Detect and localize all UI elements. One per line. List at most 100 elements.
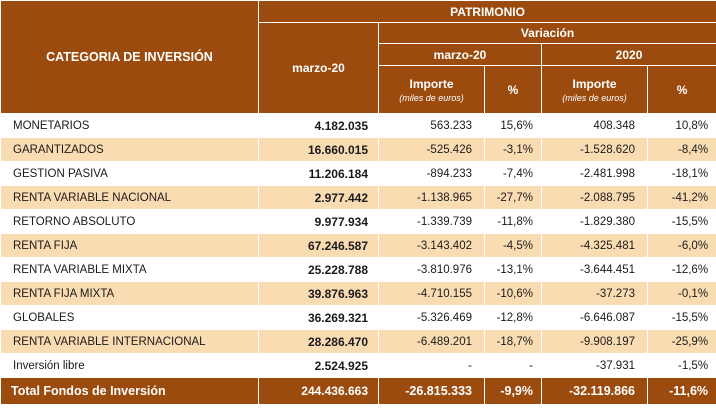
cell-pct-1: -4,5% bbox=[484, 233, 542, 258]
cell-importe-1: -1.138.965 bbox=[378, 185, 485, 210]
header-pct-marzo20: % bbox=[484, 65, 542, 114]
cell-importe-1: -894.233 bbox=[378, 161, 485, 186]
cell-pct-2: -15,5% bbox=[646, 209, 716, 234]
cell-importe-2: -37.931 bbox=[541, 353, 648, 378]
cell-importe-1: -5.326.469 bbox=[378, 305, 485, 330]
cell-importe-2: -2.481.998 bbox=[541, 161, 648, 186]
table-row: RENTA VARIABLE INTERNACIONAL 28.286.470 -6… bbox=[0, 329, 716, 354]
cell-patrimonio: 28.286.470 bbox=[258, 329, 379, 354]
cell-pct-1: - bbox=[484, 353, 542, 378]
cell-importe-1: -4.710.155 bbox=[378, 281, 485, 306]
header-categoria-inversion: CATEGORIA DE INVERSIÓN bbox=[0, 0, 259, 114]
table-row: MONETARIOS 4.182.035 563.233 15,6% 408.348 10… bbox=[0, 113, 716, 138]
header-importe-2020: Importe (miles de euros) bbox=[541, 65, 648, 114]
cell-category: RENTA VARIABLE INTERNACIONAL bbox=[0, 329, 259, 354]
cell-importe-1: -525.426 bbox=[378, 137, 485, 162]
cell-patrimonio: 11.206.184 bbox=[258, 161, 379, 186]
table-header: CATEGORIA DE INVERSIÓN PATRIMONIO marzo-… bbox=[0, 0, 716, 114]
cell-pct-2: -25,9% bbox=[646, 329, 716, 354]
cell-importe-2: -4.325.481 bbox=[541, 233, 648, 258]
cell-pct-1: -10,6% bbox=[484, 281, 542, 306]
cell-pct-2: -8,4% bbox=[646, 137, 716, 162]
total-row: Total Fondos de Inversión 244.436.663 -2… bbox=[0, 377, 716, 405]
cell-pct-2: -41,2% bbox=[646, 185, 716, 210]
cell-pct-2: -6,0% bbox=[646, 233, 716, 258]
header-variacion: Variación bbox=[377, 22, 716, 44]
cell-importe-2: 408.348 bbox=[541, 113, 648, 138]
total-importe-marzo20: -26.815.333 bbox=[378, 377, 485, 405]
cell-pct-1: -18,7% bbox=[484, 329, 542, 354]
header-importe-marzo20: Importe (miles de euros) bbox=[378, 65, 485, 114]
cell-pct-2: -1,5% bbox=[646, 353, 716, 378]
header-importe-label: Importe bbox=[572, 76, 617, 91]
header-variacion-2020: 2020 bbox=[540, 43, 716, 66]
table-row: RENTA FIJA 67.246.587 -3.143.402 -4,5% -4.32… bbox=[0, 233, 716, 258]
cell-pct-1: -7,4% bbox=[484, 161, 542, 186]
table-row: RENTA VARIABLE MIXTA 25.228.788 -3.810.976… bbox=[0, 257, 716, 282]
cell-pct-2: -18,1% bbox=[646, 161, 716, 186]
cell-patrimonio: 16.660.015 bbox=[258, 137, 379, 162]
total-importe-2020: -32.119.866 bbox=[541, 377, 648, 405]
cell-importe-1: -3.810.976 bbox=[378, 257, 485, 282]
table-row: RENTA FIJA MIXTA 39.876.963 -4.710.155 -10,… bbox=[0, 281, 716, 306]
cell-category: GLOBALES bbox=[0, 305, 259, 330]
cell-pct-1: -11,8% bbox=[484, 209, 542, 234]
header-patrimonio-marzo20: marzo-20 bbox=[258, 22, 379, 114]
cell-patrimonio: 39.876.963 bbox=[258, 281, 379, 306]
cell-category: MONETARIOS bbox=[0, 113, 259, 138]
cell-pct-2: -0,1% bbox=[646, 281, 716, 306]
cell-patrimonio: 25.228.788 bbox=[258, 257, 379, 282]
cell-category: Inversión libre bbox=[0, 353, 259, 378]
table-row: GLOBALES 36.269.321 -5.326.469 -12,8% -6.646… bbox=[0, 305, 716, 330]
cell-importe-1: 563.233 bbox=[378, 113, 485, 138]
cell-patrimonio: 36.269.321 bbox=[258, 305, 379, 330]
total-pct-marzo20: -9,9% bbox=[484, 377, 542, 405]
cell-importe-2: -9.908.197 bbox=[541, 329, 648, 354]
cell-patrimonio: 9.977.934 bbox=[258, 209, 379, 234]
table-footer: Total Fondos de Inversión 244.436.663 -2… bbox=[0, 377, 716, 405]
cell-pct-1: 15,6% bbox=[484, 113, 542, 138]
header-importe-unit: (miles de euros) bbox=[399, 92, 464, 103]
table-row: RENTA VARIABLE NACIONAL 2.977.442 -1.138.9… bbox=[0, 185, 716, 210]
cell-patrimonio: 67.246.587 bbox=[258, 233, 379, 258]
cell-importe-2: -1.829.380 bbox=[541, 209, 648, 234]
header-importe-unit: (miles de euros) bbox=[562, 92, 627, 103]
cell-pct-2: -12,6% bbox=[646, 257, 716, 282]
cell-category: RETORNO ABSOLUTO bbox=[0, 209, 259, 234]
cell-pct-1: -3,1% bbox=[484, 137, 542, 162]
cell-importe-1: - bbox=[378, 353, 485, 378]
total-pct-2020: -11,6% bbox=[646, 377, 716, 405]
cell-importe-2: -1.528.620 bbox=[541, 137, 648, 162]
table-row: Inversión libre 2.524.925- - -37.931 -1,5% bbox=[0, 353, 716, 378]
cell-category: RENTA VARIABLE NACIONAL bbox=[0, 185, 259, 210]
cell-importe-1: -3.143.402 bbox=[378, 233, 485, 258]
header-variacion-marzo20: marzo-20 bbox=[378, 43, 542, 66]
header-patrimonio: PATRIMONIO bbox=[257, 0, 716, 23]
cell-patrimonio: 2.977.442 bbox=[258, 185, 379, 210]
cell-pct-1: -12,8% bbox=[484, 305, 542, 330]
cell-category: GESTION PASIVA bbox=[0, 161, 259, 186]
cell-category: RENTA FIJA bbox=[0, 233, 259, 258]
cell-category: GARANTIZADOS bbox=[0, 137, 259, 162]
table-row: RETORNO ABSOLUTO 9.977.934 -1.339.739 -11,8… bbox=[0, 209, 716, 234]
cell-pct-2: 10,8% bbox=[646, 113, 716, 138]
cell-pct-1: -13,1% bbox=[484, 257, 542, 282]
cell-importe-2: -3.644.451 bbox=[541, 257, 648, 282]
header-importe-label: Importe bbox=[409, 76, 454, 91]
cell-patrimonio: 4.182.035 bbox=[258, 113, 379, 138]
cell-importe-2: -6.646.087 bbox=[541, 305, 648, 330]
table-body: MONETARIOS 4.182.035 563.233 15,6% 408.348 10… bbox=[0, 113, 716, 378]
table-row: GESTION PASIVA 11.206.184 -894.233 -7,4% -2.… bbox=[0, 161, 716, 186]
cell-patrimonio: 2.524.925 bbox=[258, 353, 379, 378]
cell-pct-2: -15,5% bbox=[646, 305, 716, 330]
cell-category: RENTA FIJA MIXTA bbox=[0, 281, 259, 306]
cell-importe-2: -37.273 bbox=[541, 281, 648, 306]
cell-importe-1: -6.489.201 bbox=[378, 329, 485, 354]
table-row: GARANTIZADOS 16.660.015 -525.426 -3,1% -1.52… bbox=[0, 137, 716, 162]
cell-importe-2: -2.088.795 bbox=[541, 185, 648, 210]
cell-importe-1: -1.339.739 bbox=[378, 209, 485, 234]
total-patrimonio: 244.436.663 bbox=[258, 377, 379, 405]
total-label: Total Fondos de Inversión bbox=[0, 377, 259, 405]
cell-category: RENTA VARIABLE MIXTA bbox=[0, 257, 259, 282]
